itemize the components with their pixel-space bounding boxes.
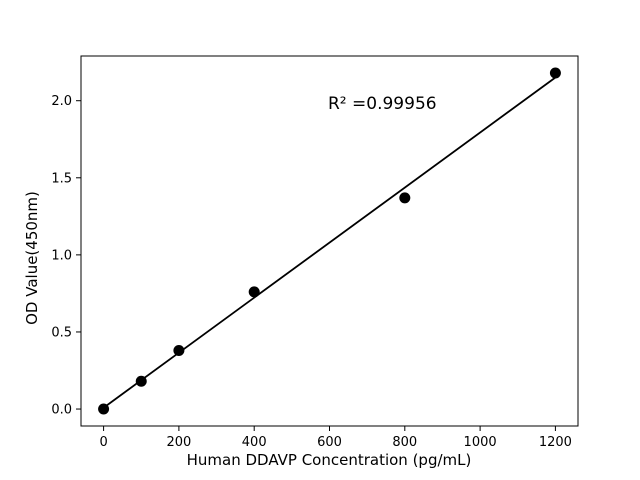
- data-point: [549, 67, 561, 79]
- y-tick-label: 2.0: [51, 94, 72, 109]
- x-tick-label: 800: [392, 435, 417, 450]
- x-tick-label: 1000: [464, 435, 497, 450]
- data-point: [248, 286, 260, 298]
- x-tick-label: 400: [242, 435, 267, 450]
- y-tick-label: 0.5: [51, 325, 72, 340]
- plot-area: 0 200 400 600 800 1000 1200 0.0 0.5 1.0 1.5 2.0: [51, 55, 579, 450]
- r-squared-annotation: R² =0.99956: [328, 94, 437, 114]
- fit-line: [102, 76, 557, 409]
- data-point: [399, 192, 411, 204]
- data-point: [173, 344, 185, 356]
- x-tick-label: 0: [99, 435, 107, 450]
- data-point: [135, 375, 147, 387]
- y-axis-label: OD Value(450nm): [23, 191, 41, 325]
- data-point: [98, 403, 110, 415]
- x-tick-label: 600: [317, 435, 342, 450]
- y-tick-label: 1.0: [51, 248, 72, 263]
- y-tick-label: 0.0: [51, 403, 72, 418]
- x-tick-label: 1200: [539, 435, 572, 450]
- x-tick-label: 200: [166, 435, 191, 450]
- x-axis-label: Human DDAVP Concentration (pg/mL): [187, 451, 472, 469]
- y-tick-label: 1.5: [51, 171, 72, 186]
